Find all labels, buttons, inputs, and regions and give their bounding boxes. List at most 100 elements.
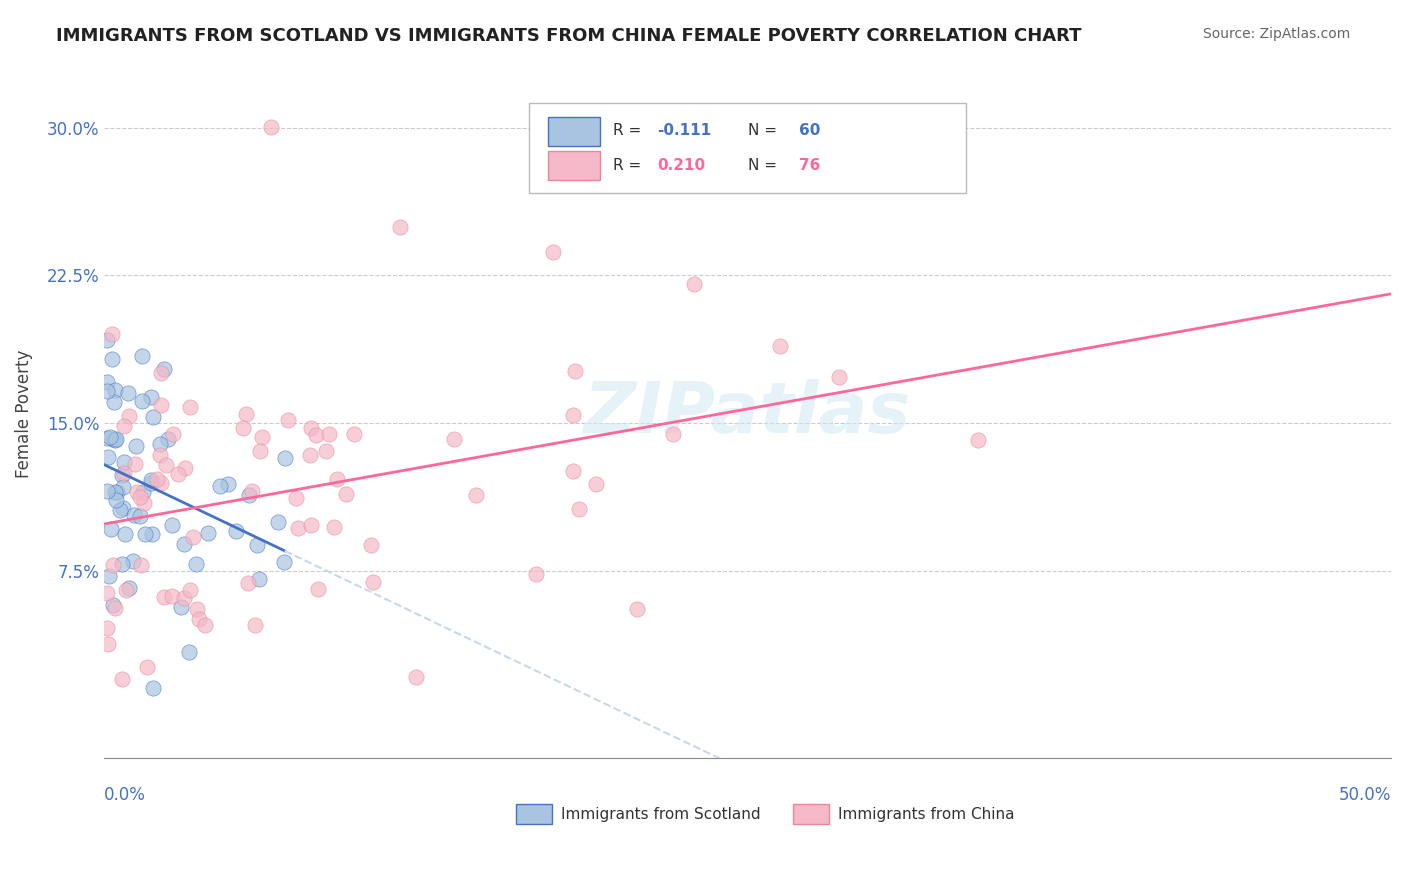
Point [682,277,704,291]
Point [585,477,607,491]
Text: 0.0%: 0.0% [104,786,146,804]
Point [149,475,172,490]
Point [173,591,195,605]
Point [561,464,583,478]
Point [103,394,125,409]
Point [149,436,172,450]
Point [153,590,176,604]
Point [225,524,247,539]
Point [360,538,382,552]
Text: IMMIGRANTS FROM SCOTLAND VS IMMIGRANTS FROM CHINA FEMALE POVERTY CORRELATION CHA: IMMIGRANTS FROM SCOTLAND VS IMMIGRANTS F… [56,27,1081,45]
Point [125,484,148,499]
Point [96,431,118,445]
Point [277,413,299,427]
Point [97,637,120,651]
Text: N =: N = [748,123,782,138]
Point [361,574,384,589]
Point [232,420,254,434]
Point [114,418,136,433]
Point [246,538,269,552]
Point [155,458,177,473]
Point [111,557,134,571]
Point [299,421,322,435]
Point [315,443,337,458]
Point [104,485,127,500]
Point [141,473,163,487]
Point [828,369,851,384]
Point [273,555,295,569]
Text: 0.210: 0.210 [658,158,706,172]
Point [128,508,150,523]
Point [240,484,263,499]
Point [112,480,135,494]
Point [115,583,138,598]
Point [122,554,145,568]
Point [104,601,127,615]
Point [117,385,139,400]
Point [101,558,124,572]
Point [118,409,141,423]
Point [139,476,162,491]
FancyBboxPatch shape [548,117,600,145]
Point [98,429,121,443]
Point [443,432,465,446]
Point [112,500,135,515]
Text: 50.0%: 50.0% [1339,786,1391,804]
Point [132,496,155,510]
Point [307,582,329,597]
Text: -0.111: -0.111 [658,123,711,138]
Point [247,572,270,586]
Point [179,583,201,598]
Point [524,567,547,582]
Point [267,515,290,529]
Point [96,586,118,600]
Text: Immigrants from China: Immigrants from China [838,807,1014,822]
Point [156,432,179,446]
Point [197,525,219,540]
Point [405,670,427,684]
Point [101,432,124,446]
Point [543,245,565,260]
Point [122,508,145,522]
Point [626,601,648,615]
Point [318,427,340,442]
Point [111,468,134,483]
Point [287,521,309,535]
Point [141,527,163,541]
Point [561,408,583,422]
Point [101,327,124,342]
Point [125,439,148,453]
Point [131,393,153,408]
Point [97,450,120,464]
Point [131,484,153,499]
Text: 76: 76 [799,158,821,172]
Point [170,600,193,615]
Point [104,432,127,446]
FancyBboxPatch shape [516,805,553,823]
Point [173,460,195,475]
Point [252,430,274,444]
Point [305,427,328,442]
FancyBboxPatch shape [793,805,828,823]
Point [129,490,152,504]
Text: R =: R = [613,123,645,138]
Point [186,602,208,616]
Point [96,384,118,399]
Point [98,569,121,583]
Text: ZIPatlas: ZIPatlas [583,379,911,448]
FancyBboxPatch shape [529,103,966,193]
Point [194,618,217,632]
Point [464,488,486,502]
Point [564,364,586,378]
Point [146,472,169,486]
Point [179,400,201,414]
Point [100,522,122,536]
Point [967,433,990,447]
Point [160,589,183,603]
Text: Immigrants from Scotland: Immigrants from Scotland [561,807,761,822]
Text: Source: ZipAtlas.com: Source: ZipAtlas.com [1202,27,1350,41]
Point [101,598,124,612]
Point [661,427,683,442]
Point [285,491,308,505]
Point [181,530,204,544]
